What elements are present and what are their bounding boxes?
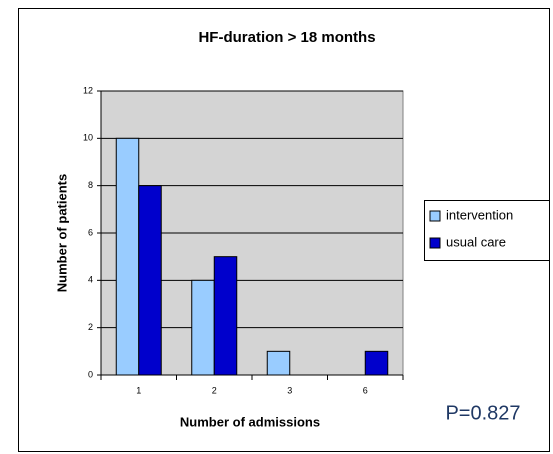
x-axis-label: Number of admissions [180,414,320,429]
x-tick-label: 2 [212,385,217,395]
y-tick-label: 10 [83,133,93,143]
x-tick-label: 3 [287,385,292,395]
chart-title: HF-duration > 18 months [198,29,375,46]
x-tick-label: 6 [363,385,368,395]
legend-label: intervention [446,207,513,222]
x-tick-label: 1 [136,385,141,395]
bar [191,279,215,376]
legend-swatch [429,210,441,222]
y-axis-label: Number of patients [54,174,69,292]
bar [364,350,389,376]
y-tick-label: 0 [88,369,93,379]
bar [213,256,238,376]
y-tick-label: 2 [88,322,93,332]
bar [266,350,291,376]
y-tick-label: 4 [88,275,93,285]
legend-box [424,200,550,261]
bar [138,185,162,376]
bar [115,137,140,376]
annotation: P=0.827 [445,402,520,424]
legend-swatch [429,237,441,249]
y-tick-label: 6 [88,227,93,237]
y-tick-label: 8 [88,180,93,190]
y-tick-label: 12 [83,85,93,95]
legend-label: usual care [446,234,506,249]
